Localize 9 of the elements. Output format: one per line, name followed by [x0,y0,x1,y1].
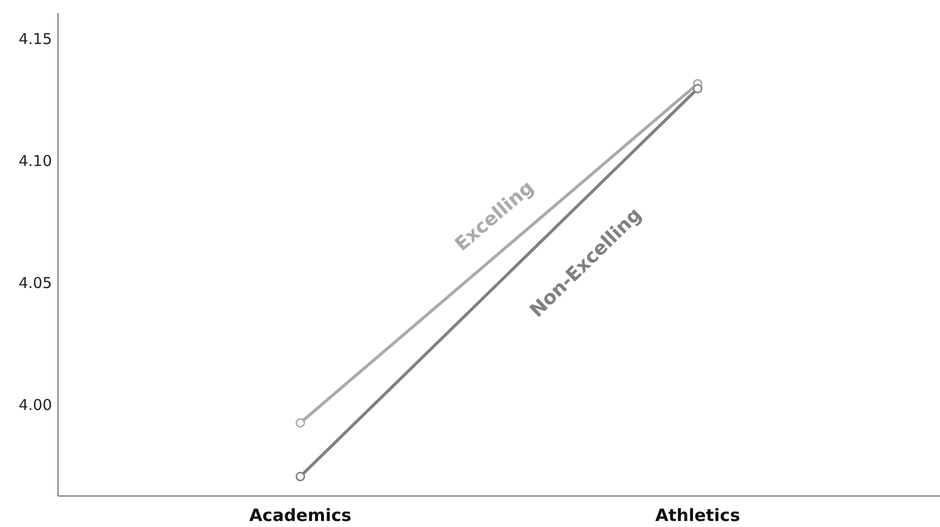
x-tick-label: Academics [249,506,352,526]
y-tick-label: 4.15 [18,30,52,48]
point [296,418,306,428]
point [296,472,306,482]
x-tick-label: Athletics [655,506,740,526]
point [692,84,702,94]
y-tick-label: 4.10 [18,152,52,170]
y-tick-label: 4.05 [18,274,52,292]
y-tick-label: 4.00 [18,396,52,414]
